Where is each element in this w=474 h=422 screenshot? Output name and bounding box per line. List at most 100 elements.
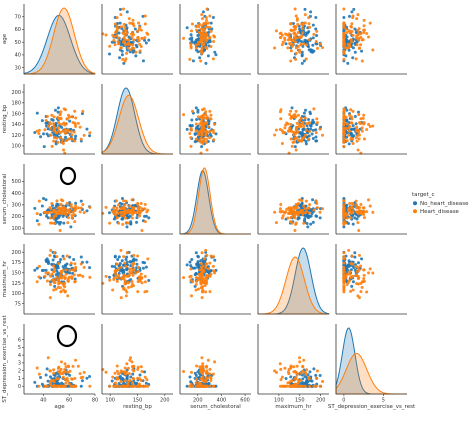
- panel-resting_bp-vs-age: 100 120 140 160 180 200 resting_bp: [2, 84, 95, 155]
- point-No_heart_disease-resting_bp-vs-maximum_hr-7: [304, 142, 308, 146]
- point-Heart_disease-maximum_hr-vs-serum_cholestoral-63: [211, 264, 215, 268]
- point-Heart_disease-age-vs-serum_cholestoral-43: [209, 45, 213, 49]
- point-No_heart_disease-ST_depression_exercise_vs_rest-vs-age-73: [53, 373, 57, 377]
- point-Heart_disease-maximum_hr-vs-resting_bp-78: [123, 282, 127, 286]
- point-Heart_disease-age-vs-maximum_hr-1: [312, 32, 316, 36]
- point-No_heart_disease-age-vs-resting_bp-76: [131, 50, 135, 54]
- point-Heart_disease-resting_bp-vs-ST_depression_exercise_vs_rest-27: [345, 122, 349, 126]
- point-Heart_disease-age-vs-serum_cholestoral-78: [199, 38, 203, 42]
- point-Heart_disease-ST_depression_exercise_vs_rest-vs-serum_cholestoral-72: [195, 364, 199, 368]
- point-No_heart_disease-maximum_hr-vs-age-79: [47, 260, 51, 264]
- point-No_heart_disease-age-vs-maximum_hr-26: [302, 59, 306, 63]
- point-Heart_disease-serum_cholestoral-vs-ST_depression_exercise_vs_rest-43: [348, 202, 352, 206]
- point-Heart_disease-resting_bp-vs-ST_depression_exercise_vs_rest-60: [355, 125, 359, 129]
- point-Heart_disease-ST_depression_exercise_vs_rest-vs-resting_bp-51: [114, 381, 118, 385]
- point-Heart_disease-maximum_hr-vs-resting_bp-35: [139, 277, 143, 281]
- point-Heart_disease-age-vs-resting_bp-31: [128, 21, 132, 25]
- point-Heart_disease-serum_cholestoral-vs-ST_depression_exercise_vs_rest-67: [351, 206, 355, 210]
- y-axis-label-age: age: [2, 33, 8, 44]
- point-Heart_disease-ST_depression_exercise_vs_rest-vs-age-77: [48, 369, 52, 373]
- point-No_heart_disease-maximum_hr-vs-age-27: [53, 284, 57, 288]
- point-Heart_disease-ST_depression_exercise_vs_rest-vs-maximum_hr-66: [314, 384, 318, 388]
- point-Heart_disease-maximum_hr-vs-age-51: [64, 272, 68, 276]
- point-Heart_disease-resting_bp-vs-ST_depression_exercise_vs_rest-46: [342, 121, 346, 125]
- point-Heart_disease-maximum_hr-vs-serum_cholestoral-23: [182, 276, 186, 280]
- point-Heart_disease-resting_bp-vs-ST_depression_exercise_vs_rest-78: [356, 129, 360, 133]
- point-Heart_disease-ST_depression_exercise_vs_rest-vs-age-37: [61, 372, 65, 376]
- point-Heart_disease-resting_bp-vs-serum_cholestoral-26: [196, 115, 200, 119]
- point-Heart_disease-ST_depression_exercise_vs_rest-vs-resting_bp-46: [132, 384, 135, 388]
- point-Heart_disease-maximum_hr-vs-serum_cholestoral-14: [194, 288, 198, 292]
- point-No_heart_disease-maximum_hr-vs-resting_bp-43: [134, 258, 138, 262]
- point-Heart_disease-resting_bp-vs-age-6: [65, 117, 69, 121]
- panel-maximum_hr-vs-serum_cholestoral: [179, 244, 251, 315]
- point-No_heart_disease-resting_bp-vs-serum_cholestoral-9: [195, 118, 199, 122]
- point-Heart_disease-maximum_hr-vs-age-71: [59, 290, 63, 294]
- point-Heart_disease-resting_bp-vs-serum_cholestoral-70: [202, 139, 206, 143]
- point-Heart_disease-maximum_hr-vs-age-14: [52, 288, 56, 292]
- point-No_heart_disease-resting_bp-vs-serum_cholestoral-42: [200, 145, 204, 149]
- point-Heart_disease-serum_cholestoral-vs-maximum_hr-23: [293, 228, 297, 232]
- point-Heart_disease-resting_bp-vs-maximum_hr-40: [295, 121, 299, 125]
- point-No_heart_disease-maximum_hr-vs-age-43: [51, 258, 55, 262]
- point-Heart_disease-maximum_hr-vs-age-66: [55, 255, 59, 259]
- point-Heart_disease-ST_depression_exercise_vs_rest-vs-resting_bp-20: [136, 365, 140, 369]
- point-Heart_disease-age-vs-resting_bp-5: [125, 32, 129, 36]
- point-Heart_disease-resting_bp-vs-ST_depression_exercise_vs_rest-42: [354, 136, 358, 140]
- point-Heart_disease-maximum_hr-vs-serum_cholestoral-31: [206, 267, 210, 271]
- point-No_heart_disease-maximum_hr-vs-age-34: [68, 255, 72, 259]
- point-Heart_disease-ST_depression_exercise_vs_rest-vs-serum_cholestoral-5: [201, 362, 205, 366]
- y-tick-label: 100: [11, 291, 21, 297]
- point-Heart_disease-serum_cholestoral-vs-age-15: [61, 199, 65, 203]
- kde-serum_cholestoral-Heart_disease: [179, 167, 251, 235]
- point-Heart_disease-resting_bp-vs-age-47: [50, 144, 54, 148]
- point-No_heart_disease-ST_depression_exercise_vs_rest-vs-maximum_hr-59: [303, 374, 307, 378]
- point-Heart_disease-resting_bp-vs-age-10: [45, 114, 49, 118]
- point-Heart_disease-age-vs-serum_cholestoral-27: [194, 46, 198, 50]
- point-Heart_disease-resting_bp-vs-age-40: [76, 121, 80, 125]
- point-Heart_disease-resting_bp-vs-maximum_hr-65: [307, 121, 311, 125]
- point-Heart_disease-maximum_hr-vs-serum_cholestoral-6: [209, 254, 213, 258]
- point-Heart_disease-maximum_hr-vs-age-12: [52, 264, 56, 268]
- point-Heart_disease-age-vs-ST_depression_exercise_vs_rest-40: [362, 18, 366, 22]
- point-Heart_disease-ST_depression_exercise_vs_rest-vs-resting_bp-60: [127, 372, 131, 376]
- point-Heart_disease-serum_cholestoral-vs-maximum_hr-68: [279, 202, 283, 206]
- point-Heart_disease-serum_cholestoral-vs-maximum_hr-77: [273, 210, 277, 214]
- point-Heart_disease-age-vs-maximum_hr-53: [281, 40, 285, 44]
- point-Heart_disease-maximum_hr-vs-serum_cholestoral-77: [200, 296, 204, 300]
- point-Heart_disease-ST_depression_exercise_vs_rest-vs-serum_cholestoral-22: [205, 369, 209, 373]
- point-Heart_disease-resting_bp-vs-maximum_hr-63: [304, 128, 308, 132]
- point-Heart_disease-serum_cholestoral-vs-resting_bp-36: [140, 207, 144, 211]
- point-Heart_disease-serum_cholestoral-vs-ST_depression_exercise_vs_rest-37: [355, 206, 359, 210]
- point-No_heart_disease-maximum_hr-vs-serum_cholestoral-28: [190, 257, 194, 261]
- point-Heart_disease-maximum_hr-vs-serum_cholestoral-78: [199, 282, 203, 286]
- point-Heart_disease-serum_cholestoral-vs-resting_bp-72: [115, 216, 119, 220]
- point-Heart_disease-age-vs-resting_bp-30: [137, 21, 141, 25]
- point-Heart_disease-age-vs-maximum_hr-17: [298, 48, 302, 52]
- point-No_heart_disease-resting_bp-vs-ST_depression_exercise_vs_rest-22: [345, 108, 349, 112]
- point-Heart_disease-ST_depression_exercise_vs_rest-vs-age-63: [37, 372, 41, 376]
- point-Heart_disease-ST_depression_exercise_vs_rest-vs-resting_bp-2: [113, 371, 117, 375]
- point-Heart_disease-age-vs-resting_bp-4: [119, 13, 123, 17]
- point-Heart_disease-maximum_hr-vs-ST_depression_exercise_vs_rest-13: [351, 288, 355, 292]
- point-No_heart_disease-resting_bp-vs-maximum_hr-22: [304, 108, 308, 112]
- point-Heart_disease-ST_depression_exercise_vs_rest-vs-resting_bp-29: [123, 366, 127, 370]
- point-Heart_disease-maximum_hr-vs-serum_cholestoral-68: [208, 290, 212, 294]
- point-Heart_disease-serum_cholestoral-vs-maximum_hr-61: [291, 206, 295, 210]
- point-Heart_disease-ST_depression_exercise_vs_rest-vs-age-59: [63, 384, 67, 388]
- point-Heart_disease-ST_depression_exercise_vs_rest-vs-age-48: [70, 377, 74, 381]
- point-No_heart_disease-resting_bp-vs-age-24: [42, 132, 45, 136]
- point-Heart_disease-resting_bp-vs-age-49: [43, 128, 47, 132]
- point-Heart_disease-serum_cholestoral-vs-resting_bp-13: [111, 209, 115, 213]
- point-Heart_disease-age-vs-resting_bp-35: [139, 28, 143, 32]
- point-Heart_disease-serum_cholestoral-vs-resting_bp-26: [138, 214, 142, 218]
- point-No_heart_disease-maximum_hr-vs-age-1: [61, 254, 65, 258]
- point-No_heart_disease-resting_bp-vs-maximum_hr-43: [311, 118, 315, 122]
- point-No_heart_disease-resting_bp-vs-maximum_hr-55: [307, 134, 311, 138]
- point-Heart_disease-maximum_hr-vs-ST_depression_exercise_vs_rest-5: [365, 290, 369, 294]
- point-Heart_disease-resting_bp-vs-age-68: [59, 117, 63, 121]
- point-Heart_disease-ST_depression_exercise_vs_rest-vs-maximum_hr-62: [283, 366, 287, 370]
- point-Heart_disease-resting_bp-vs-serum_cholestoral-43: [209, 113, 213, 117]
- point-Heart_disease-ST_depression_exercise_vs_rest-vs-age-9: [73, 376, 77, 380]
- point-Heart_disease-serum_cholestoral-vs-age-71: [59, 207, 63, 211]
